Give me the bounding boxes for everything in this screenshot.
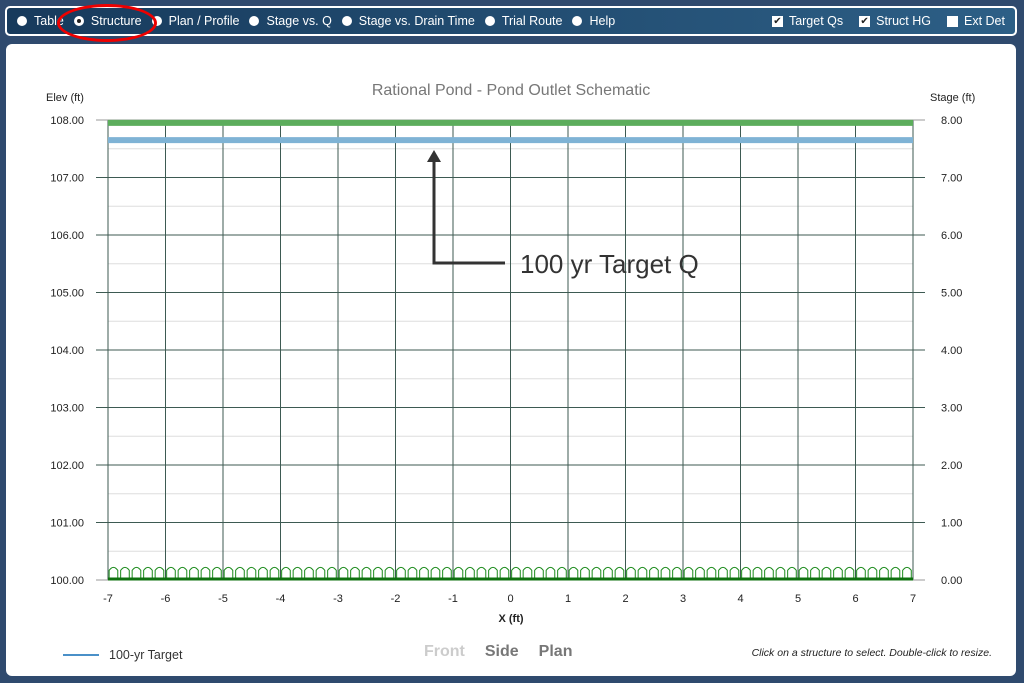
outlet-structure — [108, 566, 912, 580]
y-tick-label: 100.00 — [50, 575, 84, 587]
checkbox-target-qs[interactable]: ✔ Target Qs — [771, 14, 844, 28]
x-tick-label: -5 — [218, 593, 228, 605]
x-tick-label: 2 — [622, 593, 628, 605]
x-tick-label: 0 — [507, 593, 513, 605]
checkbox-label: Struct HG — [876, 14, 931, 28]
y2-tick-label: 8.00 — [941, 115, 962, 127]
radio-icon[interactable] — [249, 16, 260, 26]
x-tick-label: 1 — [565, 593, 571, 605]
y2-tick-label: 0.00 — [941, 575, 962, 587]
view-plan[interactable]: Plan — [538, 643, 573, 660]
radio-stage-vs-q[interactable]: Stage vs. Q — [249, 14, 332, 28]
x-tick-label: -2 — [391, 593, 401, 605]
checkbox-icon[interactable]: ✔ — [859, 15, 871, 27]
radio-table[interactable]: Table — [17, 14, 64, 28]
checkbox-icon[interactable] — [947, 15, 958, 27]
radio-label: Structure — [90, 14, 142, 28]
checkbox-struct-hg[interactable]: ✔ Struct HG — [859, 14, 931, 28]
y2-tick-label: 2.00 — [941, 460, 962, 472]
hint-text: Click on a structure to select. Double-c… — [751, 647, 992, 659]
x-tick-label: -6 — [161, 593, 171, 605]
annotation-arrow-line — [432, 160, 505, 265]
radio-label: Stage vs. Drain Time — [358, 14, 475, 28]
view-switcher: Front Side Plan — [424, 643, 572, 661]
y-tick-label: 107.00 — [50, 173, 84, 185]
x-tick-label: 4 — [737, 593, 743, 605]
y-axis-label: Elev (ft) — [46, 92, 84, 104]
y-tick-label: 101.00 — [50, 518, 84, 530]
chart-title: Rational Pond - Pond Outlet Schematic — [372, 82, 650, 99]
y2-tick-label: 5.00 — [941, 288, 962, 300]
radio-label: Trial Route — [501, 14, 563, 28]
x-tick-label: 3 — [680, 593, 686, 605]
view-front[interactable]: Front — [424, 643, 465, 660]
x-tick-label: -7 — [103, 593, 113, 605]
annotation-label: 100 yr Target Q — [520, 249, 699, 279]
radio-help[interactable]: Help — [572, 14, 615, 28]
checkbox-label: Target Qs — [788, 14, 844, 28]
y2-tick-label: 4.00 — [941, 345, 962, 357]
y-tick-label: 102.00 — [50, 460, 84, 472]
legend-label: 100-yr Target — [109, 648, 183, 662]
radio-icon[interactable] — [572, 16, 583, 26]
x-tick-label: 7 — [910, 593, 916, 605]
x-axis-label: X (ft) — [498, 613, 523, 625]
y-tick-label: 106.00 — [50, 230, 84, 242]
y2-tick-label: 7.00 — [941, 173, 962, 185]
radio-stage-vs-drain-time[interactable]: Stage vs. Drain Time — [341, 14, 475, 28]
y2-axis-label: Stage (ft) — [930, 92, 975, 104]
view-toolbar: Table Structure Plan / Profile Stage vs. Q S… — [5, 6, 1017, 36]
radio-label: Plan / Profile — [168, 14, 240, 28]
y2-tick-label: 1.00 — [941, 518, 962, 530]
x-tick-label: -3 — [333, 593, 343, 605]
legend-line-swatch — [63, 654, 99, 656]
radio-trial-route[interactable]: Trial Route — [484, 14, 563, 28]
checkbox-icon[interactable]: ✔ — [771, 15, 783, 27]
y-tick-label: 103.00 — [50, 403, 84, 415]
legend: 100-yr Target — [63, 648, 182, 662]
view-side[interactable]: Side — [484, 643, 519, 660]
radio-label: Table — [34, 14, 64, 28]
y2-tick-label: 6.00 — [941, 230, 962, 242]
radio-icon[interactable] — [341, 16, 352, 26]
radio-icon[interactable] — [484, 16, 495, 26]
x-tick-label: 5 — [795, 593, 801, 605]
checkbox-label: Ext Det — [964, 14, 1005, 28]
annotation-arrowhead-icon — [427, 150, 441, 162]
checkbox-ext-det[interactable]: Ext Det — [947, 14, 1005, 28]
x-tick-label: -1 — [448, 593, 458, 605]
radio-icon[interactable] — [17, 16, 27, 26]
radio-label: Stage vs. Q — [266, 14, 332, 28]
x-tick-label: -4 — [276, 593, 286, 605]
y-tick-label: 104.00 — [50, 345, 84, 357]
y2-tick-label: 3.00 — [941, 403, 962, 415]
radio-structure[interactable]: Structure — [73, 14, 142, 28]
y-tick-label: 105.00 — [50, 288, 84, 300]
x-tick-label: 6 — [852, 593, 858, 605]
radio-label: Help — [589, 14, 616, 28]
radio-icon[interactable] — [73, 16, 84, 26]
y-tick-label: 108.00 — [50, 115, 84, 127]
